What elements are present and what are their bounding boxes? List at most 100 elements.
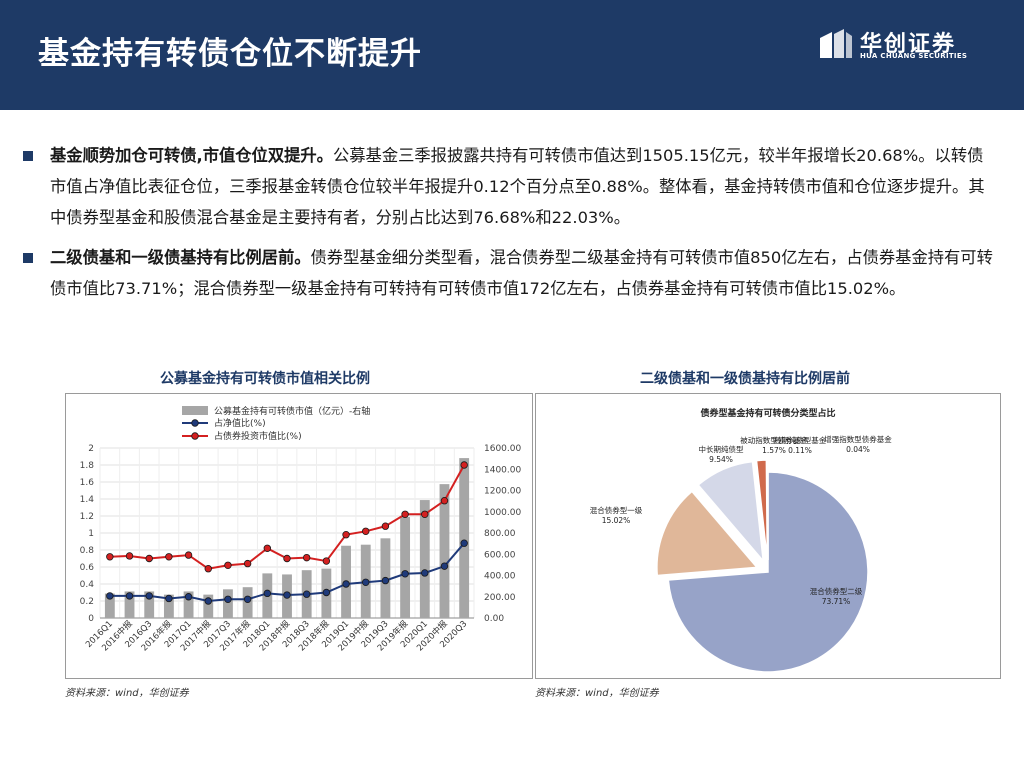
header-bar: 基金持有转债仓位不断提升 华创证券 HUA CHUANG SECURITIES: [0, 0, 1024, 110]
right-chart-source: 资料来源：wind，华创证券: [535, 688, 659, 699]
line-point: [184, 551, 193, 559]
page-title: 基金持有转债仓位不断提升: [38, 36, 422, 72]
y-right-tick-label: 1000.00: [484, 508, 521, 518]
pie-slice-value: 15.02%: [602, 516, 631, 525]
pie-slice-label: 短期纯债型基金: [774, 435, 827, 445]
line-point: [263, 589, 272, 598]
line-point: [106, 553, 114, 561]
line-point: [302, 590, 311, 598]
left-chart-title: 公募基金持有可转债市值相关比例: [160, 371, 370, 387]
line-point: [421, 569, 429, 577]
bar: [400, 517, 411, 618]
pie-slice-value: 0.04%: [846, 445, 870, 454]
line-point: [302, 553, 311, 562]
line-point: [263, 544, 272, 552]
bar: [163, 594, 174, 618]
y-right-tick-label: 1400.00: [484, 465, 521, 475]
bar: [203, 594, 214, 618]
series-line: [109, 464, 466, 570]
y-left-tick-label: 0.4: [80, 580, 95, 590]
legend-label: 公募基金持有可转债市值（亿元）-右轴: [214, 405, 370, 417]
pie-slice-value: 73.71%: [822, 597, 851, 606]
line-point: [362, 578, 370, 586]
line-point: [342, 580, 350, 588]
line-point: [145, 554, 153, 563]
bar: [144, 591, 155, 618]
left-chart-frame: 0 0.2 0.4 0.6 0.8 1 1.2 1.4 1.6 1.8 2 0.00 200.00 400…: [65, 393, 533, 679]
line-point: [204, 564, 212, 573]
y-left-tick-label: 0.2: [80, 597, 94, 607]
y-left-tick-label: 2: [88, 444, 94, 454]
y-left-tick-label: 1.2: [80, 512, 94, 522]
pie-slice-label: 混合债券型二级: [810, 586, 863, 596]
pie-slice: [667, 471, 869, 673]
legend-label: 占债券投资市值比(%): [214, 430, 302, 442]
line-point: [184, 593, 193, 601]
y-left-tick-label: 1.4: [80, 495, 95, 505]
bullet-text: 公募基金三季报披露共持有可转债市值达到1505.15亿元，较半年报增长20.68…: [50, 146, 985, 227]
bar: [223, 589, 233, 618]
bar: [459, 458, 470, 618]
line-point: [322, 557, 331, 565]
line-point: [125, 552, 134, 560]
y-right-tick-label: 0.00: [484, 614, 504, 624]
line-point: [421, 510, 429, 518]
bullet-list: 基金顺势加仓可转债,市值仓位双提升。公募基金三季报披露共持有可转债市值达到150…: [20, 140, 995, 313]
logo-text-cn: 华创证券: [860, 32, 957, 57]
y-left-tick-label: 1.6: [80, 478, 95, 488]
bullet-item: 二级债基和一级债基持有比例居前。债券型基金细分类型看，混合债券型二级基金持有可转…: [20, 242, 995, 304]
line-point: [401, 570, 409, 578]
bullet-square-icon: [23, 151, 33, 161]
line-point: [165, 594, 173, 603]
right-chart-title: 二级债基和一级债基持有比例居前: [640, 371, 850, 387]
y-right-tick-label: 1200.00: [484, 487, 521, 497]
right-chart-frame: 债券型基金持有可转债分类型占比混合债券型二级 73.71% 混合债券型一级 15.02…: [535, 393, 1001, 679]
pie-slice-label: 混合债券型一级: [590, 505, 643, 515]
y-right-tick-label: 600.00: [484, 550, 516, 560]
pie-slice-value: 0.11%: [788, 446, 812, 455]
bullet-lead: 二级债基和一级债基持有比例居前。: [50, 248, 311, 267]
line-point: [440, 562, 449, 570]
line-point: [224, 595, 232, 603]
bar: [439, 484, 450, 618]
y-left-tick-label: 1.8: [80, 461, 95, 471]
company-logo: 华创证券 HUA CHUANG SECURITIES: [818, 28, 988, 68]
pie-slice-value: 1.57%: [762, 446, 786, 455]
line-point: [243, 559, 252, 568]
bullet-text: 债券型基金细分类型看，混合债券型二级基金持有可转债市值850亿左右，占债券基金持…: [50, 248, 993, 298]
line-point: [283, 554, 291, 563]
bar: [104, 593, 115, 618]
combo-chart: 0 0.2 0.4 0.6 0.8 1 1.2 1.4 1.6 1.8 2 0.00 200.00 400…: [80, 405, 522, 653]
y-left-tick-label: 0.6: [80, 563, 95, 573]
bullet-item: 基金顺势加仓可转债,市值仓位双提升。公募基金三季报披露共持有可转债市值达到150…: [20, 140, 995, 233]
line-point: [283, 591, 291, 599]
legend-swatch-bar: [182, 406, 208, 415]
line-point: [204, 597, 212, 605]
pie-slice-value: 9.54%: [709, 455, 733, 464]
line-point: [243, 595, 252, 603]
left-chart-source: 资料来源：wind，华创证券: [65, 688, 189, 699]
bullet-lead: 基金顺势加仓可转债,市值仓位双提升。: [50, 146, 333, 165]
line-point: [460, 539, 468, 547]
bullet-square-icon: [23, 253, 33, 263]
line-point: [145, 592, 153, 600]
pie-slice: [697, 460, 765, 564]
pie-slice-label: 增强指数型债券基金: [824, 434, 892, 444]
line-point: [381, 522, 390, 530]
pie-slice-label: 被动指数型债券基金: [740, 435, 808, 445]
line-point: [342, 530, 350, 539]
pie-title: 债券型基金持有可转债分类型占比: [700, 407, 835, 419]
line-point: [460, 461, 468, 469]
line-point: [381, 576, 390, 585]
line-point: [224, 561, 232, 569]
bar: [124, 591, 135, 618]
y-right-tick-label: 1600.00: [484, 444, 521, 454]
line-point: [106, 592, 114, 600]
logo-mark-icon: [820, 29, 852, 58]
line-point: [165, 553, 173, 561]
bar: [419, 500, 430, 618]
bar: [183, 591, 194, 618]
y-left-tick-label: 0.8: [80, 546, 95, 556]
line-point: [401, 510, 409, 518]
